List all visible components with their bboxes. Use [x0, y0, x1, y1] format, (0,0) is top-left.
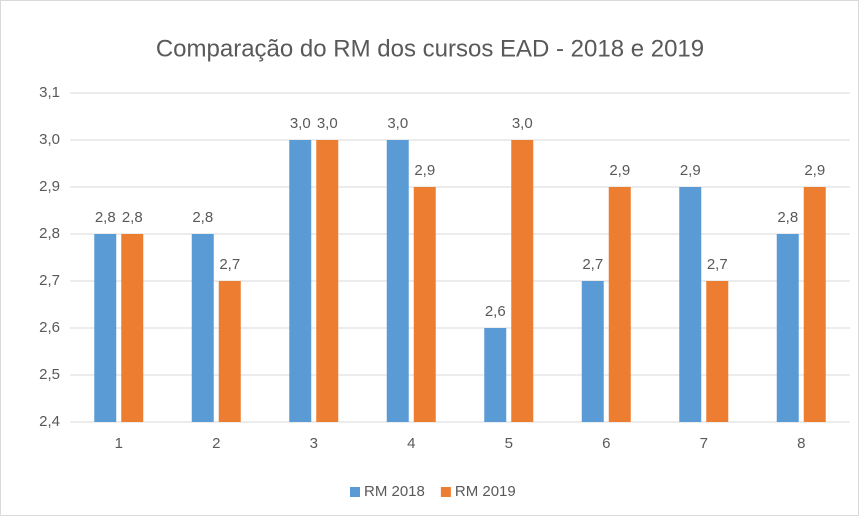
bar [484, 328, 507, 422]
y-tick-label: 2,9 [39, 178, 60, 195]
bar [316, 140, 339, 422]
data-label: 3,0 [290, 115, 311, 132]
legend-label: RM 2019 [455, 483, 516, 500]
y-tick-label: 2,4 [39, 413, 60, 430]
legend-marker [440, 487, 451, 497]
bar [191, 234, 214, 422]
data-label: 3,0 [387, 115, 408, 132]
y-tick-label: 2,8 [39, 225, 60, 242]
y-tick-label: 3,0 [39, 131, 60, 148]
x-tick-label: 4 [407, 435, 415, 452]
x-tick-label: 8 [797, 435, 805, 452]
bar [608, 187, 631, 422]
legend-marker [350, 487, 360, 497]
x-tick-label: 2 [212, 435, 220, 452]
data-label: 2,8 [192, 209, 213, 226]
bar [776, 234, 799, 422]
bar [581, 281, 604, 422]
bar [803, 187, 826, 422]
legend-label: RM 2018 [364, 483, 425, 500]
y-tick-label: 2,7 [39, 272, 60, 289]
data-label: 2,7 [219, 256, 240, 273]
y-tick-label: 3,1 [39, 84, 60, 101]
bar [289, 140, 312, 422]
x-tick-label: 1 [115, 435, 123, 452]
x-tick-label: 6 [602, 435, 610, 452]
x-tick-label: 3 [310, 435, 318, 452]
data-label: 2,7 [582, 256, 603, 273]
y-tick-label: 2,6 [39, 319, 60, 336]
y-tick-label: 2,5 [39, 366, 60, 383]
data-label: 3,0 [317, 115, 338, 132]
bar [218, 281, 241, 422]
bar [706, 281, 729, 422]
bar [511, 140, 534, 422]
data-label: 2,8 [777, 209, 798, 226]
bar [121, 234, 144, 422]
data-label: 2,9 [414, 162, 435, 179]
data-label: 2,9 [609, 162, 630, 179]
data-label: 3,0 [512, 115, 533, 132]
data-label: 2,8 [95, 209, 116, 226]
bar [679, 187, 702, 422]
bar [94, 234, 117, 422]
x-tick-label: 7 [700, 435, 708, 452]
data-label: 2,8 [122, 209, 143, 226]
x-tick-label: 5 [505, 435, 513, 452]
data-label: 2,6 [485, 303, 506, 320]
bar [413, 187, 436, 422]
bar [386, 140, 409, 422]
data-label: 2,7 [707, 256, 728, 273]
data-label: 2,9 [680, 162, 701, 179]
data-label: 2,9 [804, 162, 825, 179]
chart-title: Comparação do RM dos cursos EAD - 2018 e… [156, 35, 704, 62]
